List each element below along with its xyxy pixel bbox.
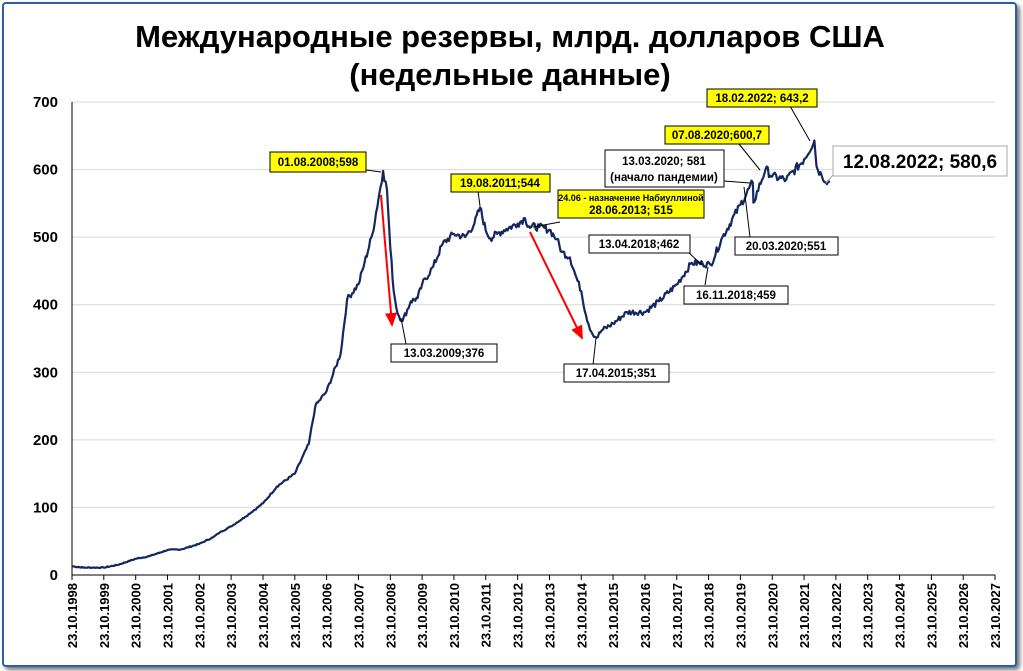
- x-tick-label: 23.10.2001: [161, 583, 176, 648]
- annotation-pandemic-line2: (начало пандемии): [610, 172, 718, 184]
- annotation-2018-04: 13.04.2018;462: [588, 234, 691, 254]
- x-tick-label: 23.10.2024: [893, 582, 908, 648]
- x-tick-label: 23.10.2000: [129, 583, 144, 648]
- x-tick-label: 23.10.2018: [702, 583, 717, 648]
- annotation-peak-2022-text: 18.02.2022; 643,2: [715, 93, 808, 105]
- y-tick-label: 200: [33, 432, 58, 449]
- annotation-peak-2011: 19.08.2011;544: [450, 173, 551, 193]
- x-tick-label: 23.10.2021: [797, 583, 812, 648]
- y-tick-label: 0: [50, 567, 58, 584]
- x-tick-label: 23.10.2006: [320, 583, 335, 648]
- x-tick-label: 23.10.2010: [447, 583, 462, 648]
- x-tick-label: 23.10.2011: [479, 583, 494, 647]
- annotation-low-2015: 17.04.2015;351: [563, 363, 670, 383]
- x-tick-label: 23.10.2023: [861, 583, 876, 648]
- x-tick-label: 23.10.2017: [670, 583, 685, 648]
- annotation-peak-2022: 18.02.2022; 643,2: [706, 88, 818, 108]
- annotation-pandemic-line1: 13.03.2020; 581: [622, 156, 706, 168]
- x-tick-label: 23.10.2026: [956, 583, 971, 648]
- x-tick-label: 23.10.2007: [351, 583, 366, 648]
- x-tick-label: 23.10.1998: [65, 583, 80, 648]
- trend-arrows: [380, 194, 583, 340]
- annotation-2018-11: 16.11.2018;459: [683, 285, 789, 305]
- arrow-2008-crash: [380, 194, 397, 327]
- annotation-peak-2008-text: 01.08.2008;598: [278, 157, 359, 169]
- series-line: [71, 139, 831, 570]
- annotation-peak-2011-text: 19.08.2011;544: [460, 178, 541, 190]
- annotation-2020-03-20-text: 20.03.2020;551: [746, 241, 827, 253]
- arrow-2013-decline: [529, 231, 583, 340]
- x-tick-label: 23.10.2016: [638, 583, 653, 648]
- annotation-low-2009-text: 13.03.2009;376: [404, 348, 485, 360]
- x-tick-label: 23.10.2022: [829, 583, 844, 648]
- y-tick-label: 300: [33, 364, 58, 381]
- x-axis-ticks: 23.10.1998 23.10.1999 23.10.2000 23.10.2001…: [65, 575, 1003, 648]
- annotation-nabiullina: 24.06 - назначение Набиуллиной 28.06.201…: [557, 189, 705, 219]
- x-tick-label: 23.10.2003: [224, 583, 239, 648]
- x-tick-label: 23.10.2020: [765, 583, 780, 648]
- annotation-2020-03-20: 20.03.2020;551: [734, 236, 839, 256]
- annotation-2018-04-text: 13.04.2018;462: [599, 239, 680, 251]
- annotation-peak-2020-text: 07.08.2020;600,7: [672, 130, 762, 142]
- x-tick-label: 23.10.2014: [574, 582, 589, 648]
- x-tick-label: 23.10.2004: [256, 582, 271, 648]
- annotation-low-2015-text: 17.04.2015;351: [576, 368, 657, 380]
- x-tick-label: 23.10.2015: [606, 583, 621, 648]
- axes: [71, 102, 995, 576]
- x-tick-label: 23.10.1999: [97, 583, 112, 648]
- x-tick-label: 23.10.2025: [924, 583, 939, 648]
- x-tick-label: 23.10.2009: [415, 583, 430, 648]
- x-tick-label: 23.10.2012: [511, 583, 526, 648]
- chart-title-line2: (недельные данные): [349, 57, 670, 92]
- chart-title-line1: Международные резервы, млрд. долларов СШ…: [135, 19, 885, 54]
- x-tick-label: 23.10.2005: [288, 583, 303, 648]
- y-tick-label: 400: [33, 297, 58, 314]
- annotation-nabiullina-line2: 28.06.2013; 515: [589, 205, 673, 217]
- annotation-2018-11-text: 16.11.2018;459: [696, 290, 776, 302]
- annotation-last-2022: 12.08.2022; 580,6: [832, 145, 1008, 177]
- x-tick-label: 23.10.2002: [192, 583, 207, 648]
- y-axis-ticks: 0 100 200 300 400 500 600 700: [33, 94, 58, 584]
- annotation-low-2009: 13.03.2009;376: [390, 343, 498, 363]
- x-tick-label: 23.10.2008: [383, 583, 398, 648]
- y-tick-label: 500: [33, 229, 58, 246]
- x-tick-label: 23.10.2019: [733, 583, 748, 648]
- annotation-last-2022-text: 12.08.2022; 580,6: [843, 152, 997, 173]
- y-tick-label: 600: [33, 162, 58, 179]
- annotation-leaders: [365, 105, 834, 366]
- x-tick-label: 23.10.2013: [542, 583, 557, 648]
- y-tick-label: 100: [33, 499, 58, 516]
- annotation-pandemic: 13.03.2020; 581 (начало пандемии): [604, 149, 725, 188]
- x-tick-label: 23.10.2027: [988, 583, 1003, 648]
- annotation-peak-2020: 07.08.2020;600,7: [664, 125, 770, 145]
- annotation-nabiullina-line1: 24.06 - назначение Набиуллиной: [558, 193, 703, 203]
- y-tick-label: 700: [33, 94, 58, 111]
- annotation-peak-2008: 01.08.2008;598: [269, 151, 367, 173]
